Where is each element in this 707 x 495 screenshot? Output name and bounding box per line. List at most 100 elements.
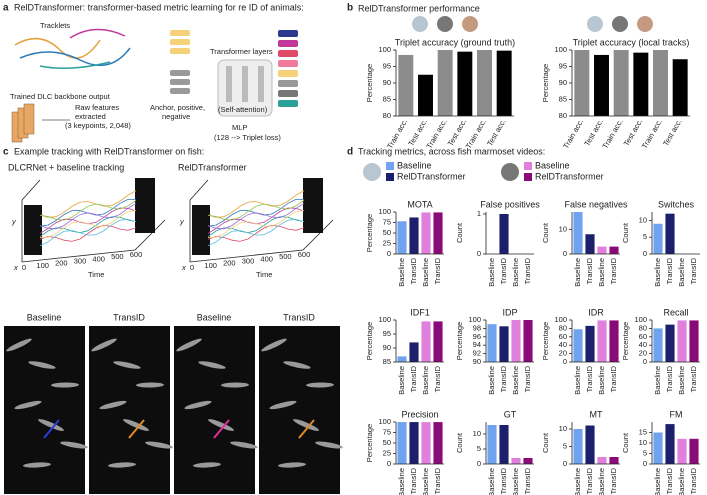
y-tick-label: 10 (559, 224, 567, 233)
bar (585, 325, 595, 362)
icons (412, 16, 653, 32)
fish (108, 462, 136, 468)
bar (398, 54, 414, 116)
x-tick-label: TransID (665, 365, 674, 392)
y-tick-label: 92 (473, 349, 481, 358)
y-tick-label: 90 (559, 78, 567, 87)
y-tick-label: 100 (634, 315, 647, 324)
label: extracted (75, 112, 106, 121)
legend-swatch (524, 162, 532, 170)
panel-letter: d (347, 147, 353, 158)
y-tick-label: 15 (639, 427, 647, 436)
y-tick-label: 85 (383, 94, 391, 103)
y-tick-label: 20 (639, 349, 647, 358)
x-tick-label: TransID (665, 467, 674, 494)
fish (23, 462, 51, 468)
bar (477, 50, 492, 116)
fish (293, 419, 319, 431)
panel-title: RelDTransformer: transformer-based metri… (14, 2, 304, 12)
trajectory (207, 199, 305, 221)
y-tick-label: 80 (559, 323, 567, 332)
x-tick-label: TransID (585, 257, 594, 284)
chart-title: IDP (502, 307, 517, 317)
bar (409, 342, 419, 362)
bar (653, 50, 668, 116)
panel-letter: c (3, 147, 9, 158)
axes (571, 50, 690, 117)
x-tick-label: TransID (585, 467, 594, 494)
arrow (298, 419, 315, 439)
y-tick-label: 90 (383, 78, 391, 87)
x-tick-label: Baseline (397, 258, 406, 287)
frame-image (192, 205, 210, 255)
bar (597, 457, 607, 464)
x-tick-label: Baseline (653, 468, 662, 495)
y-tick-label: 100 (378, 45, 391, 54)
y-axis-label: Percentage (541, 322, 550, 360)
y-tick-label: 1 (477, 209, 481, 218)
label: Tracklets (40, 21, 70, 30)
trajectory (39, 199, 137, 221)
fish (230, 441, 258, 449)
frame-image (135, 178, 155, 233)
bar (597, 320, 607, 362)
y-tick-label: 80 (383, 111, 391, 120)
bar (573, 212, 583, 254)
panel-title: Example tracking with RelDTransformer on… (14, 146, 204, 156)
trajectory (39, 190, 137, 218)
bar (496, 50, 512, 116)
time-tick-label: 100 (36, 261, 49, 270)
y-tick-label: 25 (383, 238, 391, 247)
axes (571, 422, 620, 465)
y-axis-label: Percentage (365, 214, 374, 252)
x-tick-label: TransID (409, 257, 418, 284)
chart-title: Triplet accuracy (ground truth) (395, 37, 515, 47)
y-axis-label: Percentage (621, 322, 630, 360)
bar (689, 438, 699, 464)
axes (651, 212, 700, 255)
video-frame (259, 326, 340, 494)
frame-image (24, 205, 42, 255)
bar (409, 217, 419, 254)
fish (113, 361, 141, 369)
x-tick-label: TransID (409, 467, 418, 494)
time-tick-label: 0 (190, 263, 194, 272)
video-frame (4, 326, 85, 494)
x-tick-label: Train acc. (561, 117, 585, 150)
trajectory (207, 190, 305, 218)
panel-letter: b (347, 3, 353, 14)
x-tick-label: Test acc. (661, 117, 684, 147)
chart-title: IDR (588, 307, 604, 317)
chart-title: Triplet accuracy (local tracks) (573, 37, 690, 47)
bar (421, 212, 431, 254)
label: (Self-attention) (218, 105, 268, 114)
bar (594, 54, 609, 116)
y-tick-label: 100 (378, 417, 391, 426)
bar (653, 223, 663, 254)
axes (571, 212, 620, 255)
chart-title: False positives (480, 199, 540, 209)
image-label: Baseline (197, 312, 232, 322)
fish (198, 361, 226, 369)
arrow (128, 419, 145, 439)
fish (91, 338, 117, 352)
y-tick-label: 90 (383, 343, 391, 352)
plot-title: DLCRNet + baseline tracking (8, 162, 124, 172)
y-tick-label: 100 (378, 207, 391, 216)
x-tick-label: TransID (409, 365, 418, 392)
x-tick-label: TransID (433, 365, 442, 392)
y-tick-label: 95 (383, 329, 391, 338)
label: MLP (232, 123, 247, 132)
x-tick-label: Baseline (397, 468, 406, 495)
y-tick-label: 95 (559, 61, 567, 70)
y-axis-label: Percentage (365, 64, 374, 102)
y-tick-label: 10 (639, 215, 647, 224)
label: (128 --> Triplet loss) (214, 133, 281, 142)
x-tick-label: Baseline (677, 258, 686, 287)
bar (499, 425, 509, 464)
video-frame (174, 326, 255, 494)
legend-label: RelDTransformer (535, 171, 604, 181)
chart-title: Switches (658, 199, 695, 209)
x-tick-label: Baseline (677, 366, 686, 395)
y-tick-label: 10 (639, 438, 647, 447)
